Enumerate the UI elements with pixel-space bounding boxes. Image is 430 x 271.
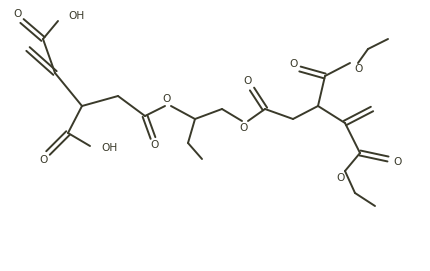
- Text: O: O: [354, 64, 362, 74]
- Text: O: O: [163, 94, 171, 104]
- Text: O: O: [14, 9, 22, 19]
- Text: O: O: [290, 59, 298, 69]
- Text: O: O: [393, 157, 401, 167]
- Text: O: O: [40, 155, 48, 165]
- Text: OH: OH: [68, 11, 84, 21]
- Text: O: O: [151, 140, 159, 150]
- Text: O: O: [240, 123, 248, 133]
- Text: OH: OH: [101, 143, 117, 153]
- Text: O: O: [244, 76, 252, 86]
- Text: O: O: [337, 173, 345, 183]
